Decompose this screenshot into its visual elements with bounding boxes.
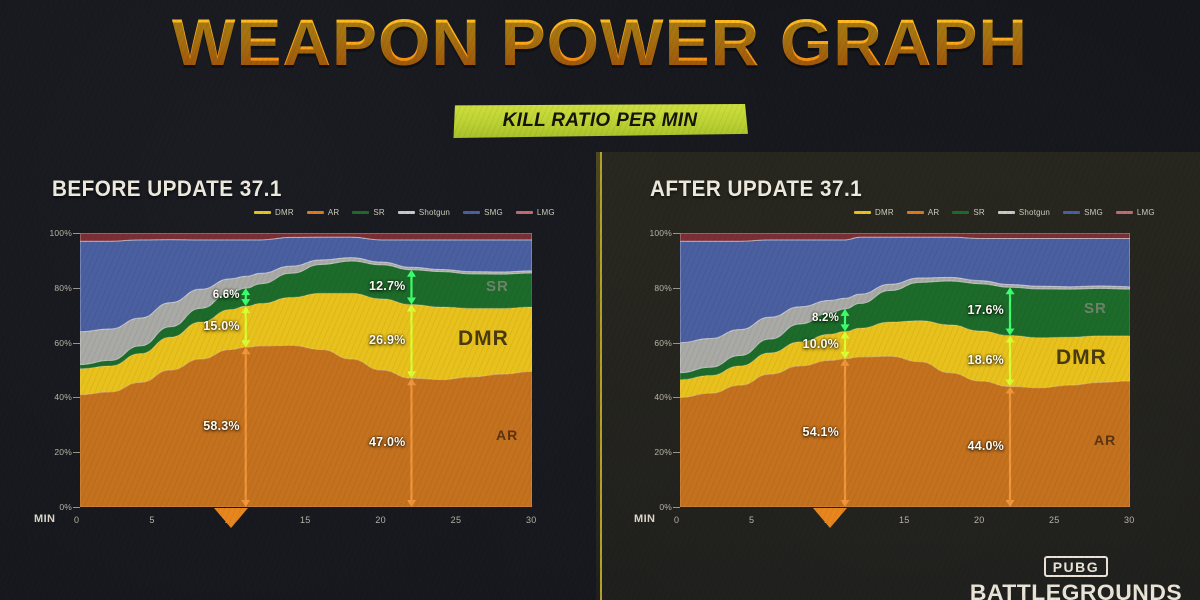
legend-swatch-ar-icon — [906, 211, 924, 214]
chart-after: 100% 80% 60% 40% 20% 0% 0 5 10 15 20 25 30 MIN SR DMR AR… — [634, 228, 1134, 528]
y-axis-tick-mark — [673, 287, 680, 289]
y-axis-tick-mark — [673, 507, 680, 508]
legend-swatch-smg-icon — [463, 211, 481, 214]
y-axis-tick: 80% — [54, 282, 72, 293]
logo-battlegrounds-text: BATTLEGROUNDS — [969, 580, 1183, 600]
legend-label: Shotgun — [418, 208, 451, 217]
panel-title-after: AFTER UPDATE 37.1 — [650, 176, 863, 201]
y-axis-tick-mark — [73, 233, 80, 234]
legend-label: LMG — [536, 208, 555, 217]
legend-label: LMG — [1136, 208, 1155, 217]
stacked-area-plot — [80, 233, 532, 507]
y-axis-tick-mark — [73, 507, 80, 508]
legend-label: DMR — [275, 208, 294, 217]
panel-after: AFTER UPDATE 37.1 DMR AR SR Shotgun SMG LMG 1… — [596, 152, 1200, 600]
subtitle-banner — [453, 104, 748, 138]
legend-label: AR — [327, 208, 340, 217]
x-axis-tick: 30 — [526, 515, 537, 525]
x-axis-tick: 20 — [375, 515, 386, 525]
legend-item-shotgun: Shotgun — [397, 208, 451, 217]
legend-item-lmg: LMG — [1115, 208, 1155, 217]
x-axis-tick: 15 — [300, 515, 311, 525]
legend-swatch-lmg-icon — [1115, 211, 1133, 214]
panel-title-before: BEFORE UPDATE 37.1 — [52, 176, 282, 201]
x-axis-title: MIN — [34, 513, 56, 525]
y-axis-tick: 0% — [59, 502, 72, 512]
x-axis-tick: 5 — [749, 515, 755, 525]
y-axis-tick: 20% — [654, 447, 672, 458]
legend-swatch-shotgun-icon — [397, 211, 415, 214]
legend-swatch-smg-icon — [1063, 211, 1081, 214]
y-axis-tick-mark — [673, 233, 680, 234]
legend-label: DMR — [875, 208, 894, 217]
page-title: WEAPON POWER GRAPH — [0, 4, 1200, 80]
y-axis-tick-mark — [673, 452, 680, 454]
x-axis-tick: 0 — [674, 515, 680, 525]
y-axis-tick-mark — [73, 342, 80, 344]
legend-item-sr: SR — [952, 208, 985, 217]
panel-before: BEFORE UPDATE 37.1 DMR AR SR Shotgun SMG LMG … — [0, 152, 600, 600]
y-axis-tick-mark — [73, 452, 80, 454]
legend-item-dmr: DMR — [854, 208, 894, 217]
x-axis-title: MIN — [634, 513, 656, 525]
y-axis-tick-mark — [673, 397, 680, 399]
x-axis-tick: 30 — [1124, 515, 1135, 525]
y-axis-tick: 80% — [654, 282, 672, 293]
legend-label: SMG — [484, 208, 503, 217]
legend-label: SR — [973, 208, 985, 217]
legend-item-ar: AR — [306, 208, 340, 217]
logo-pubg-text: PUBG — [1043, 556, 1109, 577]
x-axis-marker-icon — [213, 508, 248, 528]
chart-before: 100% 80% 60% 40% 20% 0% 0 5 10 15 20 25 30 MIN SR DMR AR… — [34, 228, 536, 528]
legend-swatch-sr-icon — [952, 211, 970, 214]
area-band-lmg — [680, 233, 1130, 242]
legend-swatch-ar-icon — [306, 211, 324, 214]
legend-after: DMR AR SR Shotgun SMG LMG — [854, 208, 1155, 217]
y-axis-tick: 60% — [654, 337, 672, 348]
y-axis-tick-mark — [73, 397, 80, 399]
x-axis-tick: 25 — [450, 515, 462, 525]
legend-item-smg: SMG — [463, 208, 503, 217]
legend-swatch-lmg-icon — [515, 211, 533, 214]
y-axis-tick: 0% — [659, 502, 672, 512]
y-axis-tick: 100% — [49, 228, 72, 238]
stacked-area-plot — [680, 233, 1130, 507]
legend-swatch-dmr-icon — [854, 211, 871, 214]
page-header: WEAPON POWER GRAPH KILL RATIO PER MIN — [0, 0, 1200, 152]
legend-label: AR — [927, 208, 940, 217]
y-axis-tick: 20% — [54, 447, 72, 458]
legend-item-smg: SMG — [1063, 208, 1103, 217]
legend-item-shotgun: Shotgun — [997, 208, 1051, 217]
pubg-logo: PUBG BATTLEGROUNDS — [970, 556, 1182, 600]
legend-item-ar: AR — [906, 208, 940, 217]
y-axis-tick: 60% — [54, 337, 72, 348]
legend-item-dmr: DMR — [254, 208, 294, 217]
x-axis-tick: 0 — [74, 515, 80, 525]
legend-swatch-shotgun-icon — [997, 211, 1015, 214]
y-axis-tick-mark — [73, 287, 80, 289]
legend-before: DMR AR SR Shotgun SMG LMG — [254, 208, 555, 217]
legend-item-sr: SR — [352, 208, 385, 217]
x-axis-marker-icon — [813, 508, 847, 528]
legend-swatch-dmr-icon — [254, 211, 271, 214]
y-axis-tick: 100% — [649, 228, 672, 238]
area-band-lmg — [80, 233, 532, 242]
x-axis-tick: 20 — [974, 515, 985, 525]
legend-item-lmg: LMG — [515, 208, 555, 217]
y-axis-tick: 40% — [654, 392, 672, 403]
y-axis-tick-mark — [673, 342, 680, 344]
legend-swatch-sr-icon — [352, 211, 370, 214]
legend-label: SMG — [1084, 208, 1103, 217]
legend-label: SR — [373, 208, 385, 217]
y-axis-tick: 40% — [54, 392, 72, 403]
x-axis-tick: 25 — [1049, 515, 1060, 525]
page-subtitle: KILL RATIO PER MIN — [502, 110, 698, 131]
x-axis-tick: 5 — [149, 515, 155, 525]
legend-label: Shotgun — [1018, 208, 1051, 217]
x-axis-tick: 15 — [899, 515, 910, 525]
